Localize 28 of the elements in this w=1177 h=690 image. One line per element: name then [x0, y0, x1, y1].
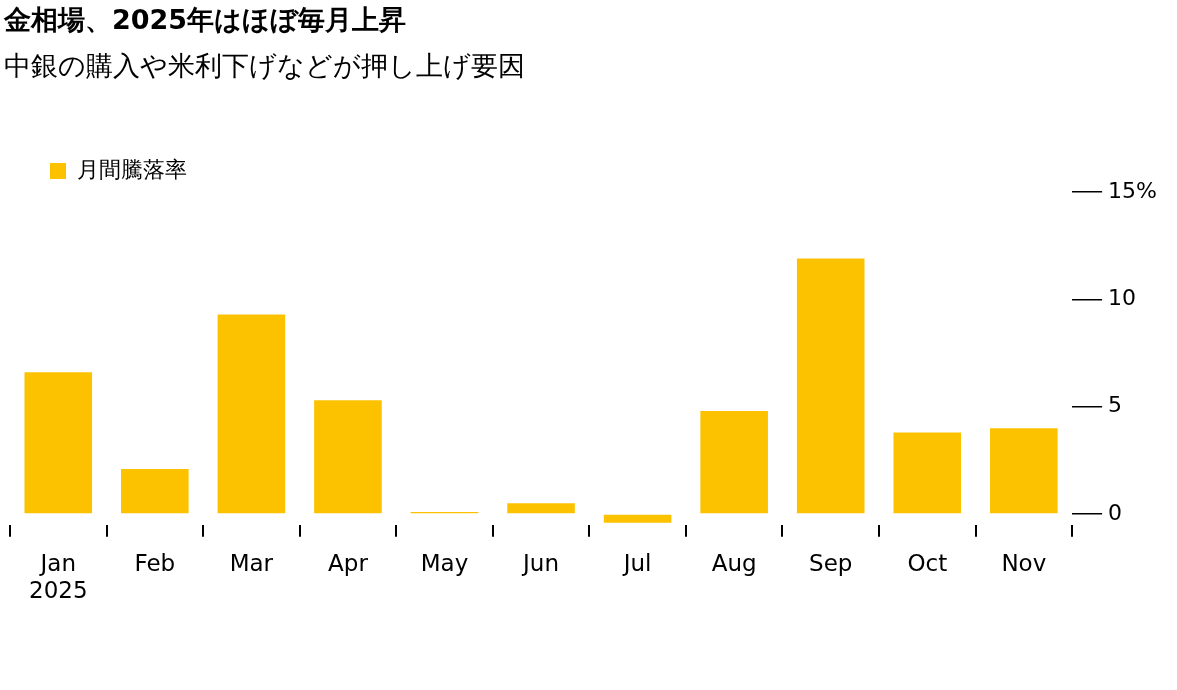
bar	[603, 514, 672, 523]
x-tick-label: Jan 2025	[29, 549, 88, 604]
y-tick-label: 0	[1108, 499, 1123, 525]
bar	[700, 411, 768, 514]
x-tick-label: Apr	[328, 549, 369, 576]
x-tick-label: Feb	[134, 549, 176, 576]
bar	[507, 503, 575, 514]
x-tick-label: Jun	[521, 549, 560, 576]
bar	[24, 372, 93, 514]
y-tick-label: 5	[1108, 392, 1123, 418]
bar	[893, 432, 962, 514]
chart-subtitle: 中銀の購入や米利下げなどが押し上げ要因	[4, 49, 525, 83]
x-tick-label: May	[420, 549, 469, 576]
x-tick-label: Aug	[711, 549, 757, 576]
bar	[796, 258, 865, 514]
y-tick-label: 10	[1108, 285, 1137, 311]
chart-title: 金相場、2025年はほぼ毎月上昇	[4, 3, 407, 37]
y-tick-label: 15%	[1108, 177, 1158, 203]
bar	[121, 468, 189, 514]
bar	[217, 314, 286, 514]
x-tick-label: Oct	[907, 549, 948, 576]
x-tick-label: Jul	[621, 549, 652, 576]
legend-label: 月間騰落率	[77, 156, 187, 182]
x-tick-label: Mar	[229, 549, 274, 576]
bar	[990, 428, 1058, 514]
bar	[314, 400, 382, 514]
x-tick-label: Nov	[1001, 549, 1047, 576]
x-tick-label: Sep	[809, 549, 853, 576]
